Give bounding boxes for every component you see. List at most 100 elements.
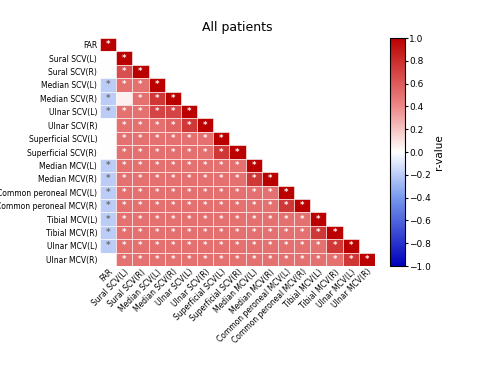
Text: *: *: [106, 94, 110, 103]
Text: *: *: [236, 228, 240, 237]
Text: *: *: [268, 228, 272, 237]
Text: *: *: [154, 147, 159, 157]
Bar: [262, 253, 278, 266]
Text: *: *: [138, 255, 142, 264]
Bar: [164, 239, 181, 253]
Text: *: *: [219, 255, 224, 264]
Text: *: *: [138, 201, 142, 210]
Text: *: *: [236, 174, 240, 183]
Y-axis label: r-value: r-value: [434, 134, 444, 170]
Bar: [278, 239, 294, 253]
Bar: [342, 253, 359, 266]
Bar: [326, 253, 342, 266]
Text: *: *: [252, 161, 256, 170]
Bar: [197, 185, 213, 199]
Bar: [148, 78, 164, 92]
Text: *: *: [284, 201, 288, 210]
Text: *: *: [236, 255, 240, 264]
Bar: [197, 119, 213, 132]
Text: *: *: [268, 174, 272, 183]
Bar: [132, 226, 148, 239]
Text: *: *: [219, 201, 224, 210]
Text: *: *: [138, 67, 142, 76]
Text: *: *: [138, 161, 142, 170]
Bar: [164, 199, 181, 212]
Text: *: *: [284, 241, 288, 250]
Bar: [148, 253, 164, 266]
Bar: [294, 212, 310, 226]
Text: *: *: [106, 188, 110, 197]
Bar: [164, 145, 181, 159]
Bar: [230, 145, 246, 159]
Bar: [278, 199, 294, 212]
Text: *: *: [252, 228, 256, 237]
Text: *: *: [300, 255, 304, 264]
Bar: [278, 212, 294, 226]
Text: *: *: [154, 188, 159, 197]
Bar: [262, 172, 278, 185]
Text: *: *: [268, 241, 272, 250]
Text: *: *: [138, 188, 142, 197]
Text: *: *: [186, 174, 191, 183]
Text: *: *: [122, 81, 126, 89]
Bar: [213, 145, 230, 159]
Text: *: *: [122, 147, 126, 157]
Text: *: *: [203, 134, 207, 143]
Text: *: *: [203, 121, 207, 130]
Bar: [116, 65, 132, 78]
Bar: [148, 119, 164, 132]
Bar: [164, 119, 181, 132]
Text: *: *: [300, 201, 304, 210]
Bar: [164, 253, 181, 266]
Text: *: *: [284, 228, 288, 237]
Text: *: *: [122, 121, 126, 130]
Text: *: *: [122, 228, 126, 237]
Text: *: *: [252, 188, 256, 197]
Text: *: *: [154, 121, 159, 130]
Text: *: *: [219, 174, 224, 183]
Bar: [294, 239, 310, 253]
Text: *: *: [219, 228, 224, 237]
Text: *: *: [106, 201, 110, 210]
Bar: [148, 132, 164, 145]
Text: *: *: [268, 188, 272, 197]
Text: *: *: [219, 134, 224, 143]
Bar: [181, 145, 197, 159]
Text: *: *: [170, 215, 175, 223]
Bar: [132, 199, 148, 212]
Text: *: *: [186, 255, 191, 264]
Bar: [132, 65, 148, 78]
Text: *: *: [236, 188, 240, 197]
Bar: [230, 226, 246, 239]
Text: *: *: [122, 188, 126, 197]
Text: *: *: [203, 228, 207, 237]
Bar: [116, 159, 132, 172]
Bar: [230, 199, 246, 212]
Bar: [181, 226, 197, 239]
Bar: [148, 239, 164, 253]
Bar: [197, 172, 213, 185]
Bar: [197, 226, 213, 239]
Bar: [100, 65, 116, 78]
Bar: [181, 159, 197, 172]
Text: *: *: [138, 121, 142, 130]
Text: *: *: [203, 174, 207, 183]
Bar: [148, 145, 164, 159]
Bar: [116, 105, 132, 119]
Text: *: *: [186, 228, 191, 237]
Text: *: *: [186, 201, 191, 210]
Bar: [230, 185, 246, 199]
Text: *: *: [203, 188, 207, 197]
Bar: [100, 132, 116, 145]
Text: *: *: [154, 201, 159, 210]
Text: *: *: [300, 228, 304, 237]
Bar: [116, 226, 132, 239]
Text: *: *: [154, 107, 159, 116]
Bar: [148, 92, 164, 105]
Bar: [342, 239, 359, 253]
Bar: [132, 119, 148, 132]
Bar: [262, 212, 278, 226]
Bar: [213, 132, 230, 145]
Text: *: *: [300, 241, 304, 250]
Bar: [164, 132, 181, 145]
